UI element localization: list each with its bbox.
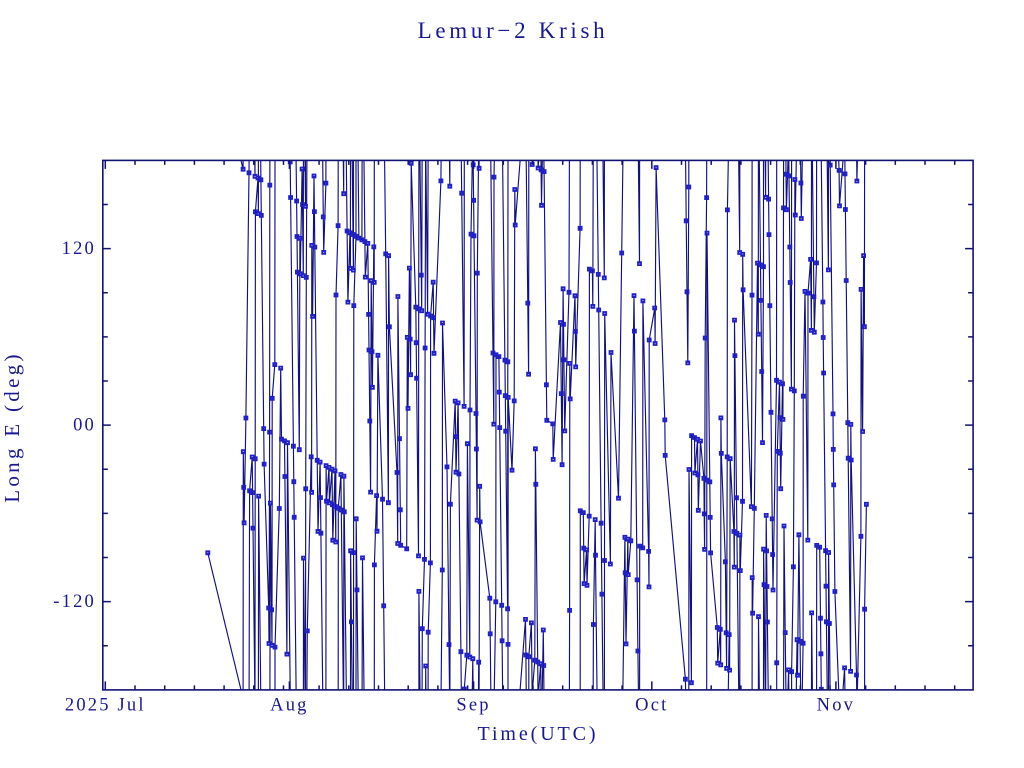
svg-text:Time(UTC): Time(UTC)	[478, 723, 599, 745]
svg-text:-120: -120	[53, 592, 96, 612]
svg-text:120: 120	[62, 239, 96, 259]
svg-text:Lemur−2 Krish: Lemur−2 Krish	[418, 18, 609, 43]
svg-text:00: 00	[73, 416, 96, 436]
svg-text:Aug: Aug	[270, 696, 308, 716]
svg-text:Nov: Nov	[817, 696, 855, 716]
svg-text:Sep: Sep	[456, 696, 490, 716]
svg-text:2025 Jul: 2025 Jul	[65, 696, 146, 716]
svg-text:Long E (deg): Long E (deg)	[0, 351, 24, 503]
svg-text:Oct: Oct	[635, 696, 668, 716]
